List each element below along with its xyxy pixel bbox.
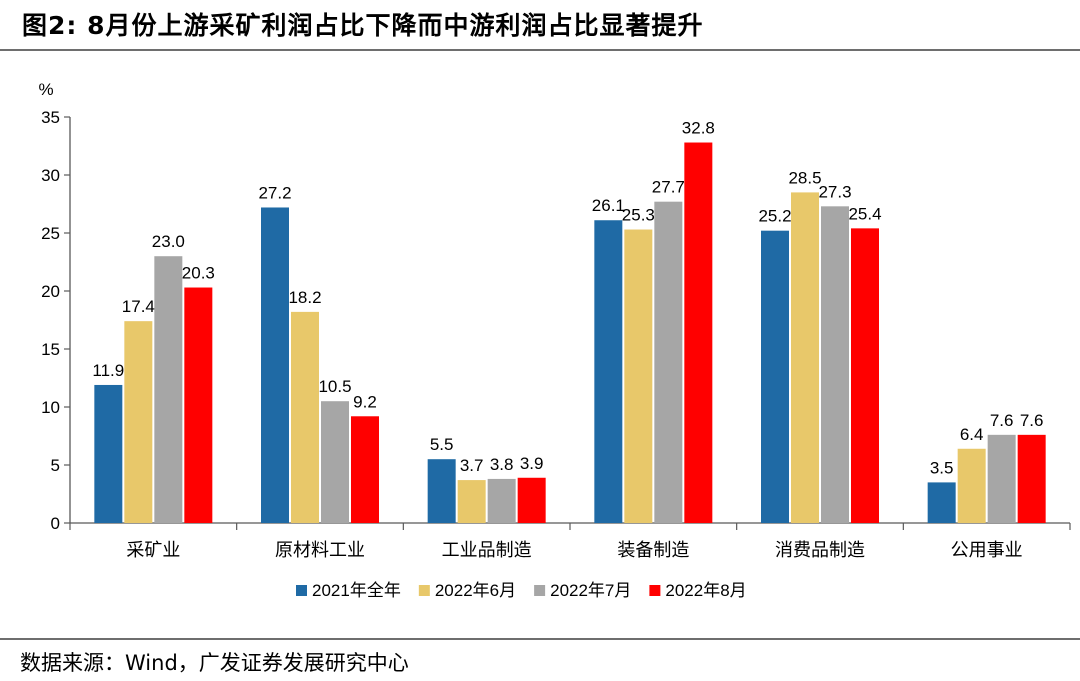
legend-label: 2022年8月 xyxy=(665,581,746,600)
x-category-label: 消费品制造 xyxy=(775,540,865,560)
bar-value-label: 26.1 xyxy=(592,196,625,215)
legend-swatch xyxy=(296,585,307,596)
legend-label: 2022年7月 xyxy=(550,581,631,600)
bar-value-label: 10.5 xyxy=(318,377,351,396)
bar-value-label: 27.2 xyxy=(258,183,291,202)
bar xyxy=(927,482,956,523)
y-tick-label: 5 xyxy=(51,456,60,475)
bar xyxy=(654,201,683,523)
footer-divider xyxy=(0,638,1080,640)
bar xyxy=(821,206,849,523)
chart-data-labels: 11.9 17.4 23.0 20.3 27.2 18.2 10.59.2 5.5 3.7 3.8… xyxy=(92,119,1043,478)
bar xyxy=(624,229,653,523)
source-note: 数据来源：Wind，广发证券发展研究中心 xyxy=(20,651,409,675)
bar-value-label: 25.3 xyxy=(622,206,655,225)
x-category-label: 装备制造 xyxy=(617,540,689,560)
bar-value-label: 27.3 xyxy=(818,182,851,201)
legend-swatch xyxy=(649,585,661,596)
bar-chart: % 0 5 10 15 20 25 30 35 采矿业 原材料工业 工业品制造 装备制造 消费品制造 公用事… xyxy=(38,80,1071,600)
bar xyxy=(517,477,546,523)
bar xyxy=(321,401,349,523)
chart-bars xyxy=(94,142,1046,524)
bar xyxy=(291,311,319,523)
bar xyxy=(427,459,456,523)
x-category-label: 公用事业 xyxy=(951,540,1023,560)
legend-label: 2021年全年 xyxy=(312,581,401,600)
y-tick-label: 15 xyxy=(41,340,60,359)
bar xyxy=(94,384,123,523)
legend-label: 2022年6月 xyxy=(435,581,516,600)
bar-value-label: 17.4 xyxy=(122,297,155,316)
legend-swatch xyxy=(534,585,546,596)
x-category-label: 原材料工业 xyxy=(275,540,365,560)
bar xyxy=(684,142,713,523)
bar xyxy=(957,448,986,523)
bar xyxy=(987,434,1016,523)
bar-value-label: 25.2 xyxy=(758,207,791,226)
bar xyxy=(791,192,819,523)
bar-value-label: 28.5 xyxy=(788,168,821,187)
chart-axes: % 0 5 10 15 20 25 30 35 采矿业 原材料工业 工业品制造 装备制造 消费品制造 公用事… xyxy=(38,80,1071,560)
bar-value-label: 9.2 xyxy=(353,392,377,411)
title-divider xyxy=(0,49,1080,51)
bar xyxy=(261,207,289,524)
y-tick-label: 10 xyxy=(41,398,60,417)
bar xyxy=(154,256,183,523)
x-category-label: 工业品制造 xyxy=(442,540,532,560)
bar-value-label: 3.9 xyxy=(520,454,544,473)
figure-title: 图2: 8月份上游采矿利润占比下降而中游利润占比显著提升 xyxy=(22,11,704,40)
legend-swatch xyxy=(418,585,430,596)
x-category-label: 采矿业 xyxy=(126,540,180,560)
y-tick-label: 0 xyxy=(51,514,60,533)
bar-value-label: 23.0 xyxy=(152,232,185,251)
bar-value-label: 5.5 xyxy=(430,435,454,454)
bar-value-label: 3.5 xyxy=(930,458,954,477)
bar xyxy=(1017,434,1046,523)
y-tick-label: 25 xyxy=(41,224,60,243)
bar-value-label: 18.2 xyxy=(288,288,321,307)
bar-value-label: 7.6 xyxy=(990,411,1014,430)
y-tick-label: 30 xyxy=(41,166,60,185)
bar xyxy=(487,478,516,523)
bar xyxy=(184,287,213,523)
bar-value-label: 20.3 xyxy=(182,264,215,283)
y-axis-unit: % xyxy=(38,80,53,99)
bar-value-label: 6.4 xyxy=(960,425,984,444)
bar-value-label: 27.7 xyxy=(652,178,685,197)
bar xyxy=(851,228,879,524)
bar xyxy=(457,480,486,523)
bar xyxy=(124,321,153,523)
bar-value-label: 3.7 xyxy=(460,456,484,475)
chart-legend: 2021年全年 2022年6月 2022年7月 2022年8月 xyxy=(296,581,747,600)
bar-value-label: 7.6 xyxy=(1020,411,1044,430)
bar xyxy=(594,220,623,524)
bar-value-label: 3.8 xyxy=(490,455,514,474)
y-tick-label: 35 xyxy=(41,108,60,127)
bar-value-label: 11.9 xyxy=(92,361,124,380)
bar-value-label: 32.8 xyxy=(682,119,715,138)
bar xyxy=(351,416,379,523)
bar xyxy=(761,230,789,523)
y-tick-label: 20 xyxy=(41,282,60,301)
bar-value-label: 25.4 xyxy=(848,204,881,223)
